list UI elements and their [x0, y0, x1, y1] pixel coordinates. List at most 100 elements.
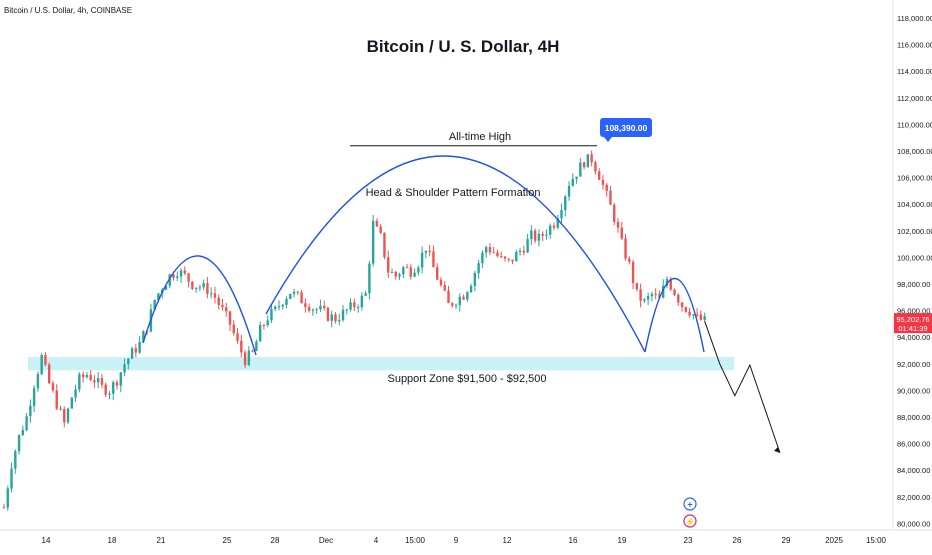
candle-body: [597, 171, 601, 180]
candle: [364, 290, 367, 297]
symbol-source-text: Bitcoin / U.S. Dollar, 4h, COINBASE: [4, 6, 133, 15]
candle: [66, 407, 70, 424]
candle: [221, 298, 224, 311]
candle-body: [225, 307, 228, 312]
candle-body: [511, 259, 514, 262]
candle: [469, 283, 473, 293]
candle: [17, 434, 21, 455]
candle-body: [243, 352, 247, 366]
candle: [2, 503, 6, 509]
candle-body: [669, 279, 672, 290]
candle-body: [100, 378, 104, 385]
candle: [413, 268, 416, 278]
candle-body: [36, 374, 40, 389]
x-tick-label: 14: [42, 536, 51, 545]
candle-body: [428, 250, 431, 252]
candle: [428, 245, 431, 257]
candle-body: [402, 267, 405, 275]
candle: [417, 265, 420, 276]
candle-body: [270, 308, 273, 321]
x-tick-label: 12: [503, 536, 512, 545]
candle: [266, 315, 269, 328]
candle-body: [93, 380, 96, 383]
y-tick-label: 88,000.00: [897, 413, 930, 422]
candle-body: [55, 390, 58, 409]
candle: [138, 336, 141, 355]
candle: [402, 265, 405, 279]
x-tick-label: 4: [374, 536, 379, 545]
candle: [21, 425, 25, 437]
candle-body: [371, 221, 375, 264]
candle: [669, 276, 672, 292]
candle-body: [14, 451, 17, 469]
candle-body: [70, 397, 74, 409]
candle: [590, 150, 593, 167]
candle: [496, 249, 499, 258]
candle: [571, 173, 575, 187]
y-tick-label: 118,000.00: [897, 14, 932, 23]
candle-body: [209, 293, 213, 295]
candle: [454, 303, 458, 309]
candle-body: [492, 252, 495, 254]
y-tick-label: 100,000.00: [897, 253, 932, 262]
candle: [100, 373, 104, 389]
candle: [213, 286, 217, 304]
candle: [341, 305, 345, 322]
y-tick-label: 98,000.00: [897, 280, 930, 289]
candle-body: [552, 225, 556, 228]
candle: [560, 203, 563, 223]
candle-body: [522, 250, 526, 253]
candle: [654, 288, 657, 300]
candle-body: [594, 162, 597, 172]
candle: [209, 287, 213, 299]
candle-body: [112, 382, 115, 394]
candle: [379, 224, 382, 235]
candle: [515, 249, 518, 262]
last-price-tag: [894, 313, 932, 334]
candle: [251, 349, 254, 353]
y-tick-label: 82,000.00: [897, 493, 930, 502]
alert-icon[interactable]: +: [683, 497, 697, 511]
candle-body: [153, 299, 156, 310]
candle: [646, 292, 650, 305]
candle-body: [281, 304, 284, 307]
candle: [695, 308, 699, 318]
last-price-timer: 01:41:39: [898, 324, 927, 333]
candle: [451, 302, 454, 308]
candle: [36, 371, 40, 392]
candle-body: [605, 184, 608, 191]
y-tick-label: 96,000.00: [897, 307, 930, 316]
candle: [665, 276, 669, 289]
candle: [330, 310, 333, 328]
x-tick-label: 16: [569, 536, 578, 545]
projection-arrowhead: [773, 446, 780, 453]
y-tick-label: 104,000.00: [897, 200, 932, 209]
candle-body: [631, 261, 635, 283]
x-tick-label: 9: [454, 536, 459, 545]
y-tick-label: 94,000.00: [897, 333, 930, 342]
candle: [232, 320, 235, 336]
x-tick-label: 25: [223, 536, 232, 545]
candle: [477, 259, 480, 279]
candle-body: [590, 154, 593, 163]
lightning-icon[interactable]: ⚡: [683, 514, 697, 528]
candle: [601, 175, 605, 190]
candle: [650, 291, 654, 302]
y-tick-label: 116,000.00: [897, 41, 932, 50]
candle-body: [624, 238, 627, 259]
candle: [108, 391, 111, 400]
candle-body: [315, 309, 318, 311]
candle-body: [387, 257, 390, 273]
candle: [236, 327, 239, 345]
candle-body: [451, 303, 454, 306]
candle-body: [307, 307, 311, 311]
candle: [206, 277, 209, 299]
candle: [635, 282, 639, 292]
candle: [375, 218, 379, 227]
candle-body: [353, 302, 356, 308]
candle: [545, 229, 548, 240]
y-tick-label: 114,000.00: [897, 67, 932, 76]
candle-body: [477, 263, 480, 274]
candle: [130, 346, 134, 359]
